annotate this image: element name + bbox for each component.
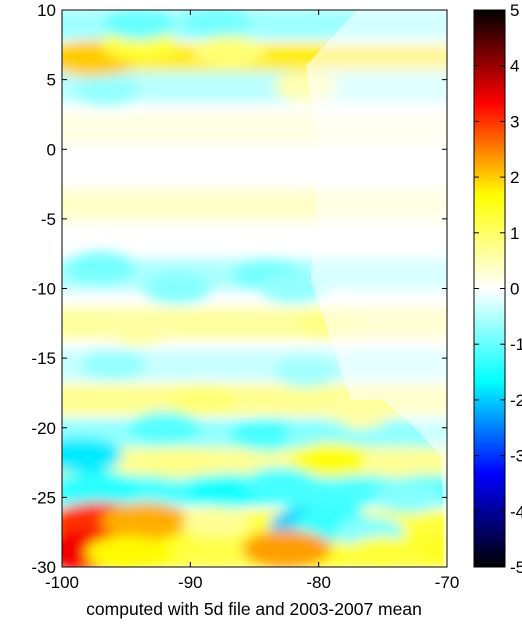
anomaly-blob	[62, 470, 139, 505]
anomaly-blob	[80, 349, 147, 381]
colorbar: 5 4 3 2 1 0 -1 -2 -3 -4 -5	[473, 1, 522, 577]
anomaly-blob	[291, 442, 372, 478]
y-axis: 10 5 0 -5 -10 -15 -20 -25 -30	[31, 1, 447, 577]
anomaly-blob	[345, 536, 421, 567]
colorbar-tick-label: 2	[510, 168, 519, 187]
anomaly-blob	[181, 10, 251, 37]
anomaly-blob	[101, 502, 190, 540]
x-tick-label: -80	[306, 573, 331, 592]
anomaly-blob	[374, 481, 443, 513]
anomaly-blob	[194, 35, 264, 68]
colorbar-tick-label: 4	[510, 57, 519, 76]
colorbar-tick-label: -2	[510, 391, 522, 410]
colorbar-tick-label: 5	[510, 1, 519, 20]
colorbar-fill	[474, 10, 505, 567]
x-tick-label: -90	[178, 573, 203, 592]
y-tick-label: -15	[31, 349, 56, 368]
anomaly-blob	[324, 398, 390, 430]
anomaly-blob	[168, 384, 238, 416]
anomaly-blob	[143, 446, 212, 479]
colorbar-tick-label: -3	[510, 447, 522, 466]
anomaly-blob	[103, 10, 175, 40]
anomaly-blob	[242, 530, 332, 567]
y-tick-label: 5	[47, 71, 56, 90]
anomaly-blob	[243, 467, 317, 500]
y-tick-label: -20	[31, 419, 56, 438]
y-tick-label: -25	[31, 488, 56, 507]
x-axis: -100 -90 -80 -70	[45, 10, 459, 592]
x-axis-caption: computed with 5d file and 2003-2007 mean	[86, 599, 422, 619]
colorbar-tick-label: 3	[510, 112, 519, 131]
anomaly-blob	[179, 536, 253, 567]
anomaly-blob	[85, 535, 167, 567]
anomaly-blob	[106, 315, 172, 346]
colorbar-tick-label: -1	[510, 335, 522, 354]
colorbar-tick-label: 1	[510, 224, 519, 243]
plot-area	[61, 9, 448, 568]
colorbar-tick-label: -5	[510, 558, 522, 577]
x-tick-label: -100	[45, 573, 79, 592]
anomaly-blob	[362, 447, 429, 478]
anomaly-blob	[65, 251, 136, 284]
anomaly-blob	[73, 75, 141, 107]
land-mask	[305, 10, 447, 567]
anomaly-blob	[143, 272, 212, 305]
colorbar-tick-label: -4	[510, 502, 522, 521]
anomaly-blob	[182, 507, 250, 538]
anomaly-blob	[273, 356, 339, 388]
x-tick-label: -70	[435, 573, 460, 592]
anomaly-blob	[128, 411, 201, 444]
y-tick-label: -5	[41, 210, 56, 229]
anomaly-blob	[259, 273, 327, 304]
y-tick-label: 0	[47, 140, 56, 159]
anomaly-blob	[62, 437, 123, 474]
colorbar-ticks: 5 4 3 2 1 0 -1 -2 -3 -4 -5	[474, 1, 522, 577]
anomaly-blob	[230, 418, 305, 452]
anomaly-blob	[284, 419, 353, 451]
y-tick-label: -30	[31, 558, 56, 577]
y-tick-label: -10	[31, 280, 56, 299]
colorbar-tick-label: 0	[510, 280, 519, 299]
y-tick-label: 10	[37, 1, 56, 20]
